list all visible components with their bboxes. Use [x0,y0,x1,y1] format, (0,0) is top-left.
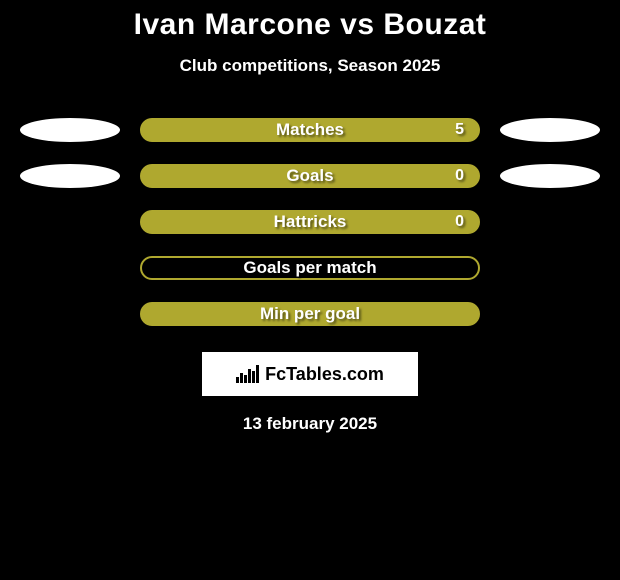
left-ellipse [20,118,120,142]
subtitle: Club competitions, Season 2025 [0,56,620,76]
stat-bar: Min per goal [140,302,480,326]
stat-bar: Hattricks 0 [140,210,480,234]
stat-row: Matches 5 [0,118,620,142]
right-ellipse [500,118,600,142]
stat-label: Goals [286,166,333,186]
comparison-card: Ivan Marcone vs Bouzat Club competitions… [0,0,620,434]
stat-row: Min per goal [0,302,620,326]
logo-box[interactable]: FcTables.com [202,352,418,396]
stat-bar: Matches 5 [140,118,480,142]
page-title: Ivan Marcone vs Bouzat [0,8,620,42]
stat-value: 0 [455,167,464,185]
stat-row: Hattricks 0 [0,210,620,234]
left-ellipse [20,164,120,188]
stat-bar: Goals 0 [140,164,480,188]
stat-bar: Goals per match [140,256,480,280]
stat-label: Goals per match [243,258,376,278]
stat-value: 0 [455,213,464,231]
right-ellipse [500,164,600,188]
stat-label: Min per goal [260,304,360,324]
bar-chart-icon [236,365,259,383]
logo-text: FcTables.com [265,364,384,385]
stat-rows: Matches 5 Goals 0 Hattricks 0 Goals per match M… [0,118,620,326]
stat-label: Matches [276,120,344,140]
date-text: 13 february 2025 [0,414,620,434]
stat-label: Hattricks [274,212,347,232]
stat-row: Goals per match [0,256,620,280]
logo: FcTables.com [236,364,384,385]
stat-row: Goals 0 [0,164,620,188]
stat-value: 5 [455,121,464,139]
